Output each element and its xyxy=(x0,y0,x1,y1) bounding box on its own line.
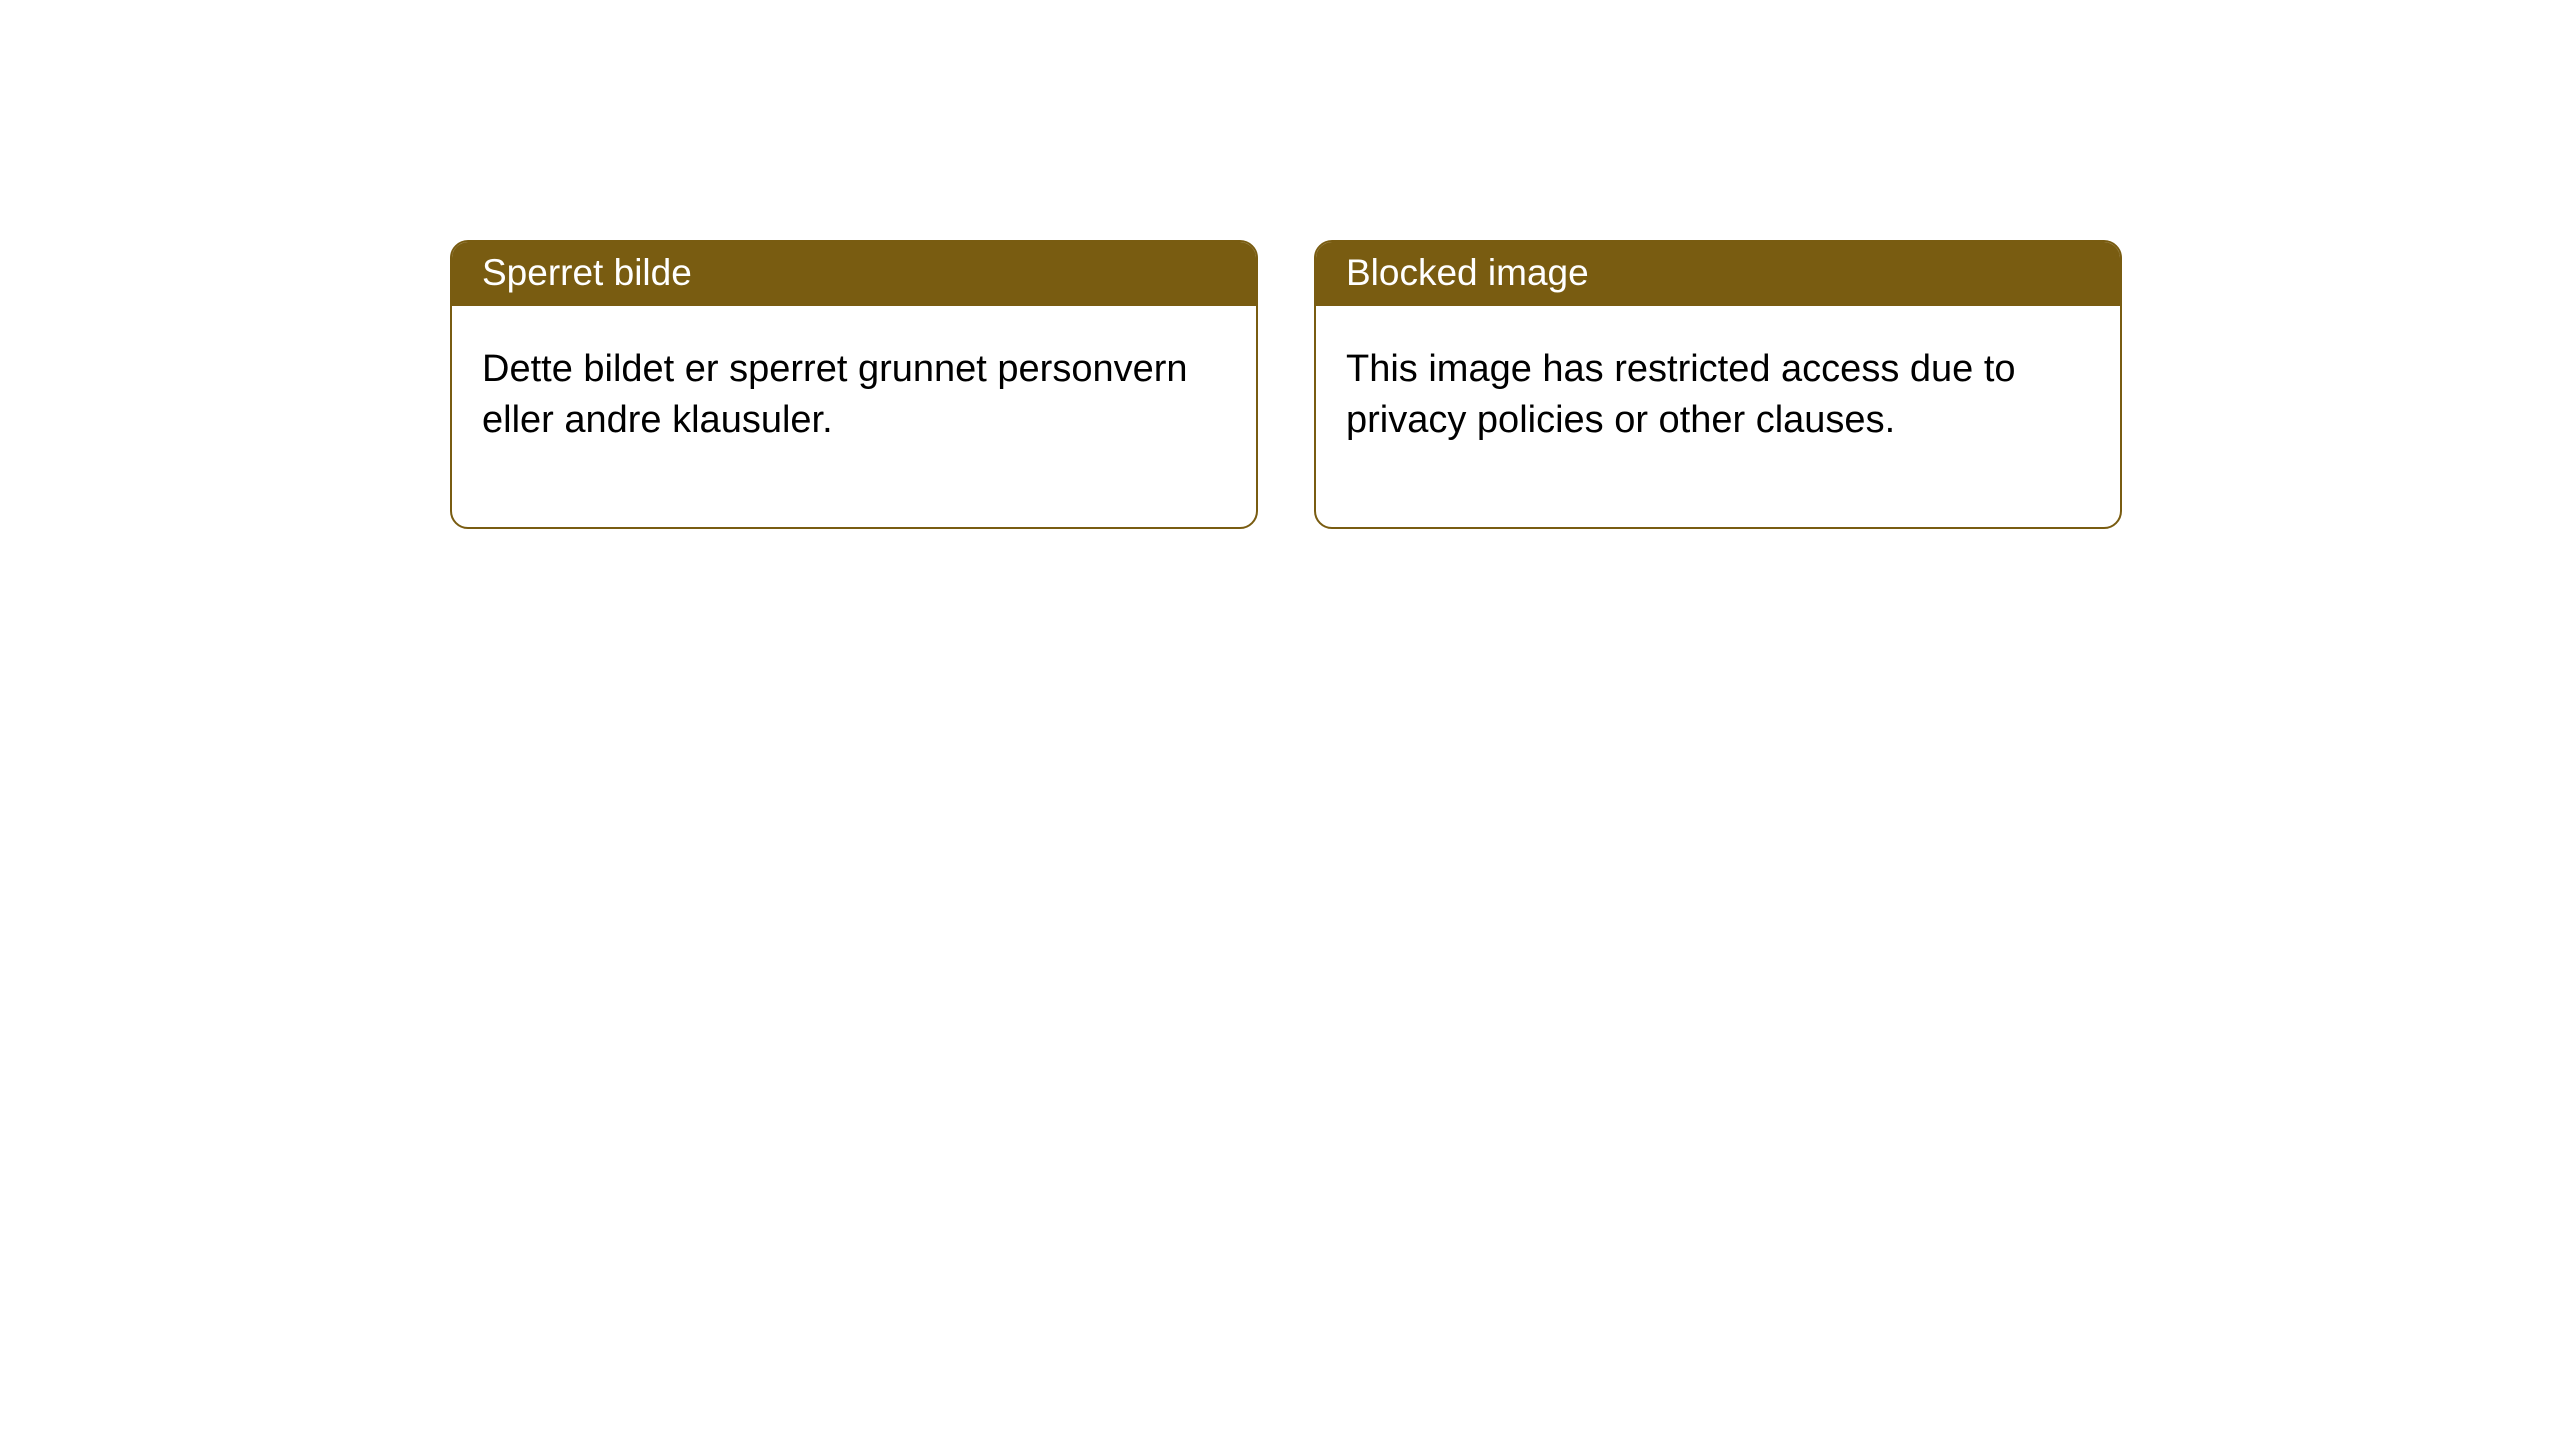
blocked-image-card-no: Sperret bilde Dette bildet er sperret gr… xyxy=(450,240,1258,529)
card-header-en: Blocked image xyxy=(1316,242,2120,306)
card-body-en: This image has restricted access due to … xyxy=(1316,306,2120,527)
card-body-no: Dette bildet er sperret grunnet personve… xyxy=(452,306,1256,527)
cards-container: Sperret bilde Dette bildet er sperret gr… xyxy=(0,0,2560,529)
blocked-image-card-en: Blocked image This image has restricted … xyxy=(1314,240,2122,529)
card-header-no: Sperret bilde xyxy=(452,242,1256,306)
